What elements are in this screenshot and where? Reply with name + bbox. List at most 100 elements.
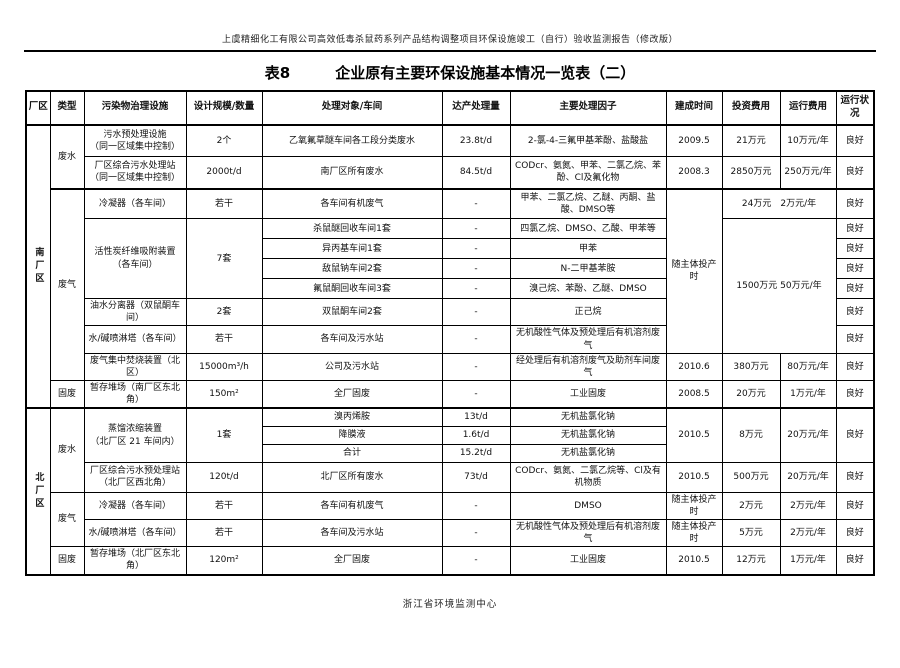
table-cell: 良好 (835, 407, 875, 463)
table-row: 固废 暂存堆场（北厂区东北角） 120m² 全厂固废 - 工业固废 2010.5 12万元 1万… (26, 546, 875, 576)
table-cell: 2000t/d (185, 156, 263, 190)
table-cell: 降膜液 (261, 425, 443, 445)
table-cell: 2万元/年 (779, 519, 837, 548)
column-header: 建成时间 (665, 90, 723, 126)
table-cell: 经处理后有机溶剂废气及助剂车间废气 (509, 352, 667, 381)
column-header: 厂区 (25, 90, 51, 126)
table-cell: - (441, 546, 511, 576)
table-row: 异丙基车间1套 - 甲苯 良好 (26, 238, 875, 260)
table-cell: 废水 (49, 407, 85, 493)
table-cell: 暂存堆场（南厂区东北角） (83, 379, 187, 409)
table-cell: 四氯乙烷、DMSO、乙酸、甲苯等 (509, 218, 667, 240)
table-row: 敌鼠钠车间2套 - N-二甲基苯胺 良好 (26, 258, 875, 280)
table-cell: 敌鼠钠车间2套 (261, 258, 443, 280)
table-cell: 1万元/年 (779, 379, 837, 409)
table-cell: 2万元/年 (779, 491, 837, 521)
plant-area-south: 南厂区 (25, 123, 51, 409)
table-cell: 良好 (835, 156, 875, 190)
table-body: 南厂区 废水 污水预处理设施 （同一区域集中控制） 2个 乙氧氟草醚车间各工段分类废水 2… (25, 123, 875, 576)
table-cell: - (441, 379, 511, 409)
table-row: 活性炭纤维吸附装置（各车间） 7套 杀鼠醚回收车间1套 - 四氯乙烷、DMSO、乙酸、甲… (26, 218, 875, 354)
table-cell: 若干 (185, 325, 263, 354)
table-cell: 2008.3 (665, 156, 723, 190)
table-cell: 各车间有机废气 (261, 491, 443, 521)
table-cell: DMSO (509, 491, 667, 521)
column-header: 达产处理量 (441, 90, 511, 126)
table-cell: 随主体投产时 (665, 491, 723, 521)
table-cell: 随主体投产时 (665, 519, 723, 548)
table-cell: 溴己烷、苯酚、乙醚、DMSO (509, 278, 667, 300)
table-cell: - (441, 325, 511, 354)
table-cell: 15.2t/d (441, 443, 511, 463)
table-cell: 良好 (835, 278, 875, 300)
table-cell: 固废 (49, 379, 85, 409)
table-cell: - (441, 218, 511, 240)
table-cell: 20万元/年 (779, 461, 837, 493)
table-cell: 冷凝器（各车间） (83, 491, 187, 521)
table-cell: 2010.5 (665, 461, 723, 493)
table-cell: 23.8t/d (441, 123, 511, 158)
table-cell: 随主体投产时 (665, 187, 723, 354)
table-row: 降膜液 1.6t/d 无机盐氯化钠 (26, 425, 874, 445)
table-cell: - (441, 298, 511, 327)
table-cell: 厂区综合污水预处理站 （北厂区西北角） (83, 461, 187, 493)
table-cell: 1套 (185, 407, 263, 463)
table-cell: 无机盐氯化钠 (509, 407, 667, 427)
table-cell: 无机盐氯化钠 (509, 425, 667, 445)
footer-text: 浙江省环境监测中心 (402, 599, 498, 610)
table-cell: 溴丙烯胺 (261, 407, 443, 427)
table-cell: 良好 (835, 325, 875, 354)
table-row: 水/碱喷淋塔（各车间） 若干 各车间及污水站 - 无机酸性气体及预处理后有机溶剂废气 良好 (26, 325, 875, 354)
table-cell: - (441, 187, 511, 220)
table-cell: - (441, 238, 511, 260)
table-cell: 良好 (835, 258, 875, 280)
table-cell: 500万元 (721, 461, 781, 493)
table-cell: 250万元/年 (779, 156, 837, 190)
table-cell: 乙氧氟草醚车间各工段分类废水 (261, 123, 443, 158)
table-row: 固废 暂存堆场（南厂区东北角） 150m² 全厂固废 - 工业固废 2008.5 20万元 1万… (26, 379, 875, 409)
table-cell: 良好 (835, 546, 875, 576)
table-cell: CODcr、氨氮、二氯乙烷等、Cl及有机物质 (509, 461, 667, 493)
table-cell: 北厂区所有废水 (261, 461, 443, 493)
table-cell: 无机盐氯化钠 (509, 443, 667, 463)
table-cell: 84.5t/d (441, 156, 511, 190)
table-cell: 2008.5 (665, 379, 723, 409)
table-row: 合计 15.2t/d 无机盐氯化钠 (26, 443, 874, 463)
table-cell: 120m² (185, 546, 263, 576)
table-cell: 水/碱喷淋塔（各车间） (83, 325, 187, 354)
table-cell: - (441, 258, 511, 280)
table-row: 厂区综合污水处理站 （同一区域集中控制） 2000t/d 南厂区所有废水 84.5t/… (26, 156, 875, 190)
table-cell: 各车间及污水站 (261, 519, 443, 548)
table-cell: 双鼠酮车间2套 (261, 298, 443, 327)
table-header-row: 厂区 类型 污染物治理设施 设计规模/数量 处理对象/车间 达产处理量 主要处理因子 建成时间… (25, 90, 875, 126)
table-row: 南厂区 废水 污水预处理设施 （同一区域集中控制） 2个 乙氧氟草醚车间各工段分类废水 2… (25, 123, 875, 409)
table-cell: 若干 (185, 491, 263, 521)
table-cell: 无机酸性气体及预处理后有机溶剂废气 (509, 325, 667, 354)
column-header: 污染物治理设施 (83, 90, 187, 126)
table-cell: 10万元/年 (779, 123, 837, 158)
table-cell: 水/碱喷淋塔（各车间） (83, 519, 187, 548)
table-cell: 污水预处理设施 （同一区域集中控制） (83, 123, 187, 158)
table-row: 废气 冷凝器（各车间） 若干 各车间有机废气 - DMSO 随主体投产时 2万元 2万元/年 良好 (26, 491, 875, 548)
table-cell: 21万元 (721, 123, 781, 158)
table-cell: 良好 (835, 352, 875, 381)
table-cell: 冷凝器（各车间） (83, 187, 187, 220)
table-cell: 1万元/年 (779, 546, 837, 576)
table-cell: 2万元 (721, 491, 781, 521)
table-cell: 各车间及污水站 (261, 325, 443, 354)
table-cell: 2010.5 (665, 546, 723, 576)
table-cell: 良好 (835, 123, 875, 158)
column-header: 运行状况 (835, 90, 875, 126)
table-cell: 良好 (835, 238, 875, 260)
document-header-title: 上虞精细化工有限公司高效低毒杀鼠药系列产品结构调整项目环保设施竣工（自行）验收监… (24, 32, 876, 52)
table-cell: 13t/d (441, 407, 511, 427)
table-row: 北厂区 废水 蒸馏浓缩装置 （北厂区 21 车间内） 1套 溴丙烯胺 13t/d 无机盐氯化… (25, 407, 875, 576)
table-cell: 异丙基车间1套 (261, 238, 443, 260)
table-cell: 2套 (185, 298, 263, 327)
table-cell: 若干 (185, 187, 263, 220)
table-cell: 活性炭纤维吸附装置（各车间） (83, 218, 187, 300)
table-cell: 各车间有机废气 (261, 187, 443, 220)
table-cell: 1500万元 50万元/年 (721, 218, 837, 354)
table-cell: - (441, 491, 511, 521)
table-cell: 2010.6 (665, 352, 723, 381)
